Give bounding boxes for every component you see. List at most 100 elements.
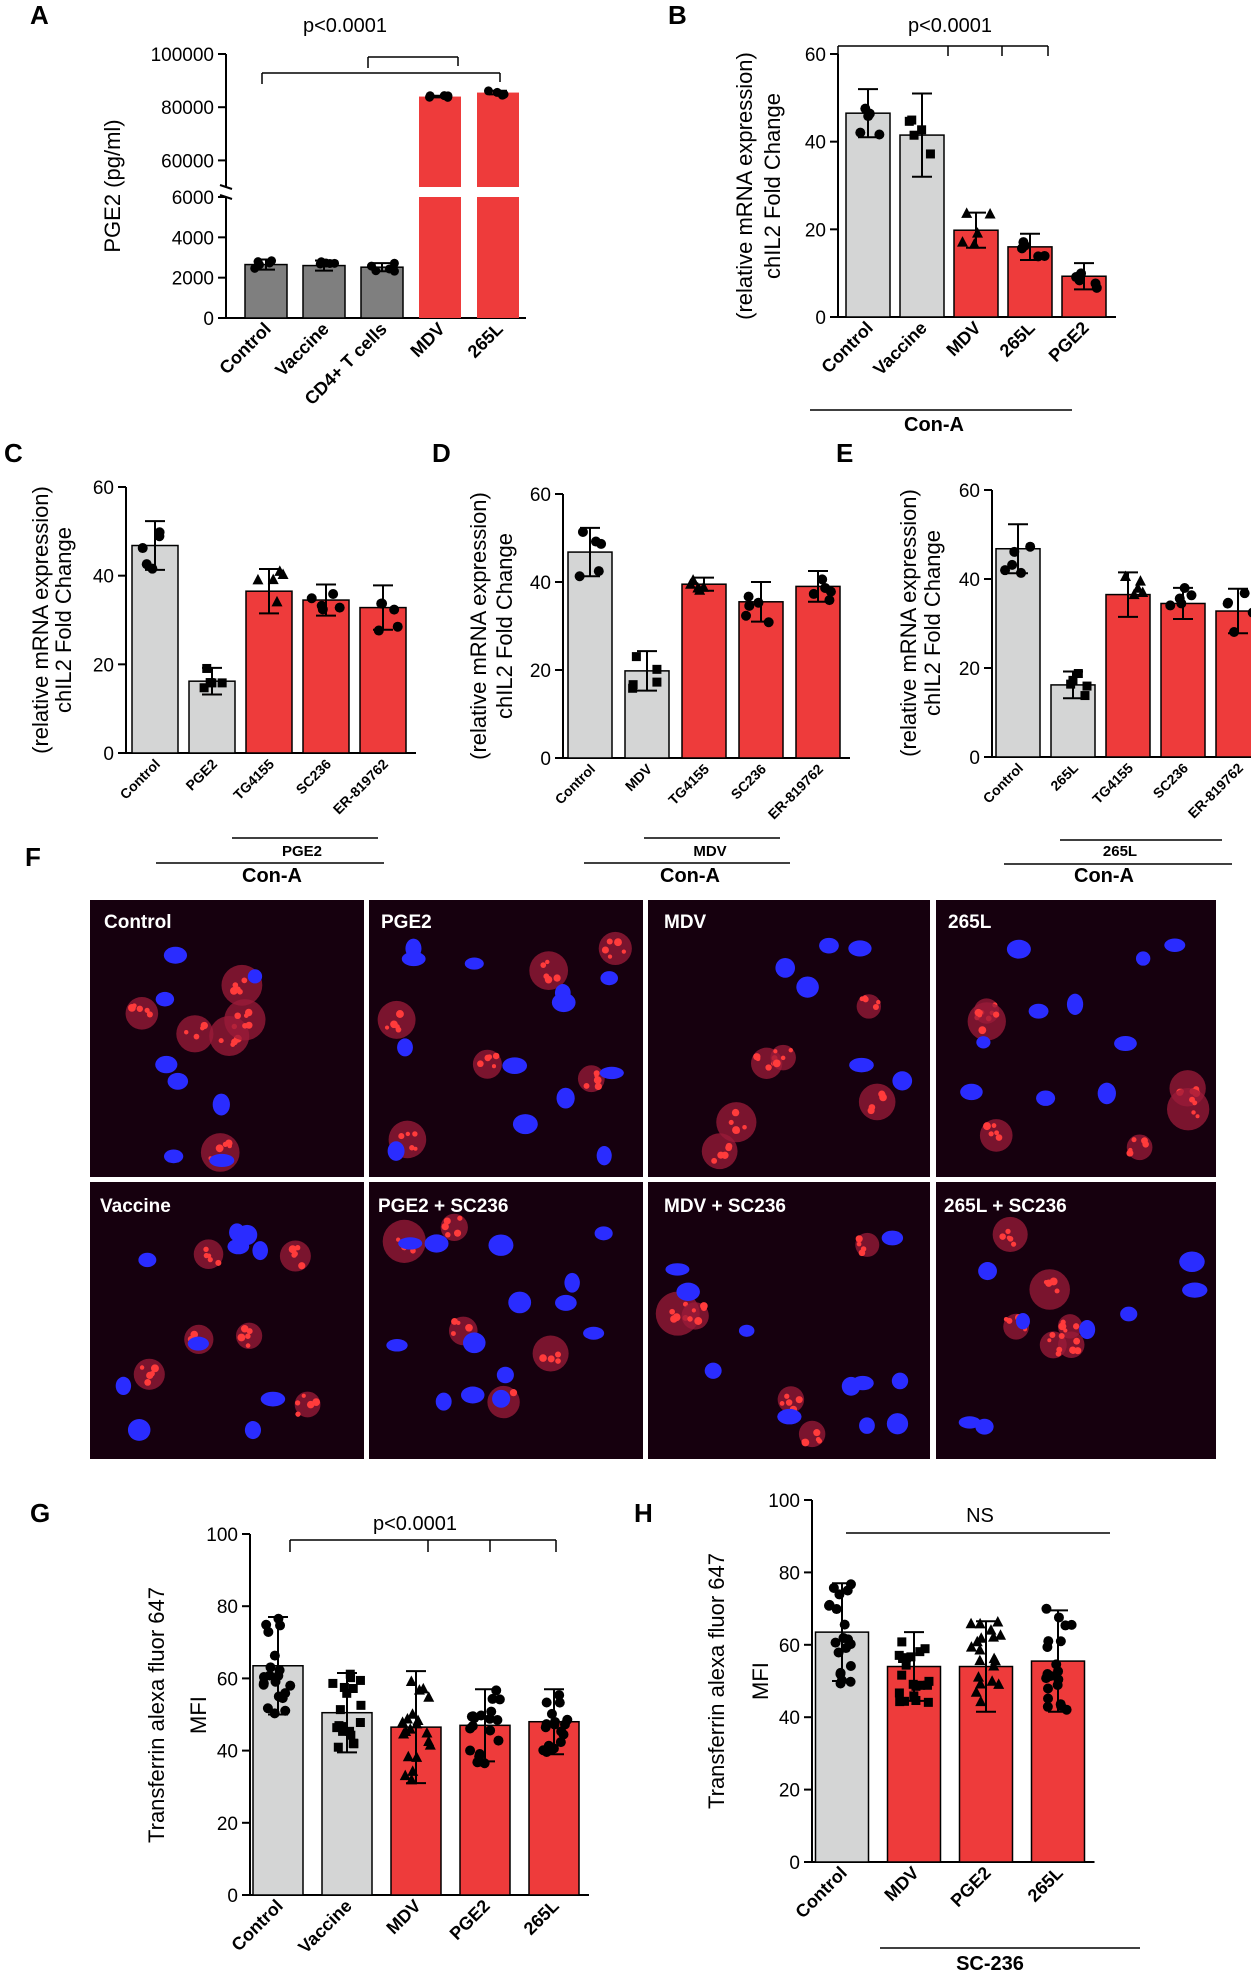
- red-stain: [765, 1064, 772, 1071]
- micrograph-cells: [958, 1216, 1208, 1435]
- red-stain: [146, 1011, 153, 1018]
- data-point: [469, 1713, 480, 1724]
- data-point: [974, 1617, 986, 1629]
- red-stain: [227, 1143, 232, 1149]
- data-point: [541, 1697, 552, 1708]
- data-point: [906, 1652, 916, 1662]
- category-label-sc236: SC236: [293, 756, 335, 798]
- red-stain: [144, 1007, 150, 1013]
- y-tick-label: 0: [227, 1886, 238, 1907]
- cell-membrane: [532, 1335, 569, 1372]
- cell-membrane: [125, 997, 159, 1030]
- nucleus: [508, 1291, 532, 1314]
- bracket-b: [837, 45, 1049, 56]
- cell-membrane: [224, 999, 266, 1041]
- red-stain: [593, 1070, 600, 1077]
- red-stain: [1003, 1316, 1009, 1322]
- red-stain: [139, 1365, 145, 1370]
- data-point: [965, 1617, 977, 1629]
- data-point: [1042, 1701, 1053, 1712]
- nucleus: [1179, 1251, 1205, 1272]
- data-point: [923, 1697, 933, 1707]
- red-stain: [725, 1144, 733, 1152]
- y-tick-label: 0: [540, 749, 551, 770]
- nucleus: [502, 1057, 528, 1074]
- nucleus: [1036, 1090, 1056, 1106]
- nucleus: [488, 1234, 514, 1256]
- red-stain: [862, 995, 868, 1001]
- data-point: [345, 1669, 355, 1679]
- data-point: [421, 1727, 433, 1738]
- y-tick-label: 60: [959, 481, 980, 502]
- panel-label-b: B: [668, 0, 687, 30]
- panel-a-pvalue: p<0.0001: [303, 15, 387, 37]
- data-point: [1128, 588, 1140, 600]
- red-stain: [230, 987, 238, 995]
- red-stain: [601, 946, 609, 954]
- data-point: [1033, 251, 1044, 262]
- y-tick-label: 60: [530, 485, 551, 506]
- data-point: [898, 1654, 908, 1664]
- red-stain: [755, 1056, 761, 1062]
- red-stain: [994, 1130, 1000, 1136]
- cell-membrane: [701, 1133, 738, 1170]
- panel-d-subgroup-label: MDV: [693, 843, 726, 860]
- red-stain: [801, 1438, 810, 1447]
- category-label-265l: 265L: [520, 1896, 563, 1939]
- micrograph-cells: [655, 1230, 909, 1448]
- y-tick-label: 2000: [172, 269, 214, 290]
- red-stain: [555, 1358, 561, 1364]
- bar-control: [845, 112, 891, 318]
- data-point: [965, 1641, 977, 1652]
- data-point: [824, 595, 835, 606]
- red-stain: [241, 977, 248, 984]
- nucleus: [1028, 1003, 1049, 1019]
- category-label-tg4155: TG4155: [665, 761, 712, 808]
- data-point: [267, 573, 279, 585]
- red-stain: [136, 1005, 143, 1012]
- y-tick-label: 0: [103, 744, 114, 765]
- chart-d: 0 20 40 60 chIL2 Fold Change(relative mRNA e…: [466, 485, 850, 822]
- data-point: [328, 1678, 338, 1688]
- red-stain: [773, 1049, 778, 1054]
- bar-mdv-upper: [419, 96, 461, 187]
- data-point: [555, 1737, 566, 1748]
- nucleus: [676, 1282, 700, 1301]
- red-stain: [1010, 1241, 1017, 1247]
- nucleus: [976, 1036, 991, 1049]
- y-axis-label-secondary: MFI: [748, 1662, 773, 1700]
- bar-control: [244, 263, 288, 319]
- red-stain: [465, 1323, 473, 1332]
- data-point: [1080, 691, 1090, 701]
- bar-control: [995, 547, 1041, 758]
- data-point: [1229, 626, 1240, 637]
- nucleus: [496, 1366, 514, 1384]
- chart-e: 0 20 40 60 chIL2 Fold Change(relative mRNA e…: [896, 481, 1251, 821]
- y-tick-label: 60: [779, 1636, 800, 1657]
- axis-break: [219, 184, 233, 190]
- red-stain: [301, 1393, 306, 1398]
- red-stain: [409, 1145, 415, 1151]
- micrograph-tile-label: Vaccine: [100, 1196, 171, 1217]
- nucleus: [1006, 939, 1031, 959]
- y-tick-label: 20: [93, 655, 114, 676]
- data-point: [274, 1665, 285, 1676]
- bar-control: [131, 544, 179, 754]
- data-point: [909, 130, 919, 140]
- red-stain: [1049, 1331, 1056, 1338]
- data-point: [1090, 278, 1101, 289]
- red-stain: [993, 1011, 1000, 1018]
- data-point: [274, 565, 286, 576]
- red-stain: [732, 1126, 741, 1135]
- red-stain: [509, 1389, 518, 1397]
- red-stain: [1005, 1228, 1011, 1235]
- data-point: [328, 588, 339, 599]
- red-stain: [451, 1318, 458, 1325]
- data-point: [338, 1726, 348, 1736]
- red-stain: [553, 974, 561, 982]
- panel-c-subgroup-label: PGE2: [282, 843, 322, 860]
- red-stain: [879, 1093, 887, 1102]
- micrograph-tile-label: 265L: [948, 912, 992, 933]
- y-tick-label: 20: [217, 1814, 238, 1835]
- data-point: [970, 1686, 982, 1697]
